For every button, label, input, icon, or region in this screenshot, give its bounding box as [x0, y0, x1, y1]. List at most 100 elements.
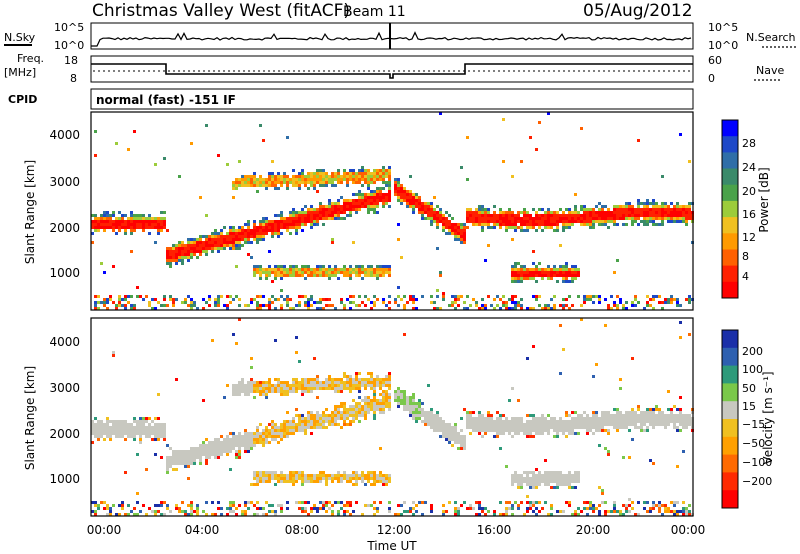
- heatmap-cell: [517, 304, 520, 307]
- heatmap-cell: [646, 429, 649, 432]
- heatmap-cell: [319, 384, 322, 387]
- heatmap-cell: [658, 420, 661, 423]
- nave-tick-top: 60: [708, 54, 722, 67]
- heatmap-cell: [388, 384, 391, 387]
- heatmap-cell: [352, 420, 355, 423]
- heatmap-cell: [145, 217, 148, 220]
- heatmap-cell: [202, 447, 205, 450]
- heatmap-cell: [217, 232, 220, 235]
- heatmap-cell: [136, 423, 139, 426]
- heatmap-cell: [319, 480, 322, 483]
- colorbar-segment: [722, 436, 738, 456]
- heatmap-cell: [562, 211, 565, 214]
- heatmap-cell: [592, 411, 595, 414]
- heatmap-cell: [247, 441, 250, 444]
- heatmap-cell: [667, 423, 670, 426]
- heatmap-cell: [658, 414, 661, 417]
- heatmap-cell: [358, 193, 361, 196]
- velocity-cbar-tick: −100: [742, 456, 772, 469]
- heatmap-cell: [478, 501, 481, 504]
- heatmap-cell: [244, 390, 247, 393]
- heatmap-cell: [454, 223, 457, 226]
- heatmap-cell: [244, 429, 247, 432]
- heatmap-cell: [181, 453, 184, 456]
- heatmap-cell: [97, 295, 100, 298]
- heatmap-cell: [625, 205, 628, 208]
- heatmap-cell: [313, 301, 316, 304]
- heatmap-cell: [658, 295, 661, 298]
- heatmap-cell: [361, 384, 364, 387]
- heatmap-cell: [298, 417, 301, 420]
- heatmap-cell: [307, 426, 310, 429]
- heatmap-cell: [352, 181, 355, 184]
- heatmap-cell: [400, 202, 403, 205]
- heatmap-cell: [361, 166, 364, 169]
- heatmap-cell: [403, 396, 406, 399]
- heatmap-cell: [544, 271, 547, 274]
- heatmap-cell: [472, 411, 475, 414]
- heatmap-cell: [622, 223, 625, 226]
- heatmap-cell: [469, 411, 472, 414]
- heatmap-cell: [364, 199, 367, 202]
- heatmap-cell: [466, 417, 469, 420]
- heatmap-cell: [652, 426, 655, 429]
- heatmap-cell: [586, 214, 589, 217]
- heatmap-cell: [346, 181, 349, 184]
- heatmap-cell: [217, 235, 220, 238]
- heatmap-cell: [568, 211, 571, 214]
- heatmap-cell: [340, 211, 343, 214]
- velocity-ytick: 2000: [49, 427, 80, 441]
- heatmap-cell: [655, 414, 658, 417]
- heatmap-cell: [421, 214, 424, 217]
- heatmap-cell: [190, 301, 193, 304]
- heatmap-cell: [217, 238, 220, 241]
- heatmap-cell: [250, 384, 253, 387]
- heatmap-cell: [364, 274, 367, 277]
- heatmap-cell: [625, 301, 628, 304]
- heatmap-cell: [439, 271, 442, 274]
- heatmap-cell: [511, 387, 514, 390]
- heatmap-cell: [373, 178, 376, 181]
- heatmap-cell: [376, 408, 379, 411]
- heatmap-cell: [283, 480, 286, 483]
- heatmap-cell: [358, 190, 361, 193]
- heatmap-cell: [379, 393, 382, 396]
- heatmap-cell: [439, 417, 442, 420]
- heatmap-cell: [541, 417, 544, 420]
- heatmap-cell: [289, 432, 292, 435]
- heatmap-cell: [622, 513, 625, 516]
- heatmap-cell: [505, 304, 508, 307]
- heatmap-cell: [529, 271, 532, 274]
- heatmap-cell: [301, 390, 304, 393]
- heatmap-cell: [274, 423, 277, 426]
- heatmap-cell: [583, 501, 586, 504]
- heatmap-cell: [373, 304, 376, 307]
- heatmap-cell: [481, 429, 484, 432]
- heatmap-cell: [655, 423, 658, 426]
- heatmap-cell: [277, 229, 280, 232]
- heatmap-cell: [313, 220, 316, 223]
- heatmap-cell: [319, 172, 322, 175]
- heatmap-cell: [640, 426, 643, 429]
- heatmap-cell: [439, 217, 442, 220]
- heatmap-cell: [106, 432, 109, 435]
- heatmap-cell: [469, 220, 472, 223]
- heatmap-cell: [526, 226, 529, 229]
- heatmap-cell: [592, 375, 595, 378]
- heatmap-cell: [319, 205, 322, 208]
- heatmap-cell: [358, 474, 361, 477]
- heatmap-cell: [469, 214, 472, 217]
- heatmap-cell: [553, 426, 556, 429]
- heatmap-cell: [532, 250, 535, 253]
- heatmap-cell: [256, 226, 259, 229]
- heatmap-cell: [508, 226, 511, 229]
- heatmap-cell: [676, 208, 679, 211]
- heatmap-cell: [376, 199, 379, 202]
- heatmap-cell: [622, 414, 625, 417]
- heatmap-cell: [508, 208, 511, 211]
- heatmap-cell: [292, 223, 295, 226]
- heatmap-cell: [397, 513, 400, 516]
- heatmap-cell: [112, 211, 115, 214]
- heatmap-cell: [547, 423, 550, 426]
- heatmap-cell: [331, 474, 334, 477]
